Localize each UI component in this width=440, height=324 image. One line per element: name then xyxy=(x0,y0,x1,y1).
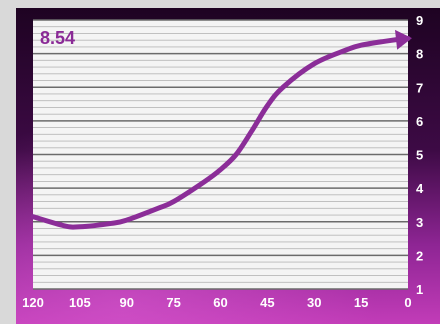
y-tick-label: 4 xyxy=(416,181,424,196)
y-tick-label: 1 xyxy=(416,282,423,297)
x-tick-label: 60 xyxy=(213,295,227,310)
y-axis-tick-labels: 1 2 3 4 5 6 7 8 9 xyxy=(416,13,424,297)
y-tick-label: 6 xyxy=(416,114,423,129)
current-value-readout: 8.54 xyxy=(40,28,75,48)
y-tick-label: 7 xyxy=(416,80,423,95)
x-tick-label: 0 xyxy=(404,295,411,310)
y-tick-label: 8 xyxy=(416,47,423,62)
y-tick-label: 9 xyxy=(416,13,423,28)
y-tick-label: 3 xyxy=(416,215,423,230)
x-tick-label: 90 xyxy=(120,295,134,310)
y-tick-label: 2 xyxy=(416,248,423,263)
series-group xyxy=(30,29,412,230)
x-tick-label: 105 xyxy=(69,295,91,310)
y-tick-label: 5 xyxy=(416,148,423,163)
series-line xyxy=(30,35,411,230)
x-tick-label: 75 xyxy=(166,295,180,310)
x-axis-tick-labels: 120 105 90 75 60 45 30 15 0 xyxy=(22,295,411,310)
x-tick-label: 30 xyxy=(307,295,321,310)
x-tick-label: 45 xyxy=(260,295,274,310)
series-arrowhead xyxy=(394,29,412,50)
grid-lines xyxy=(33,19,408,290)
x-tick-label: 120 xyxy=(22,295,44,310)
x-tick-label: 15 xyxy=(354,295,368,310)
